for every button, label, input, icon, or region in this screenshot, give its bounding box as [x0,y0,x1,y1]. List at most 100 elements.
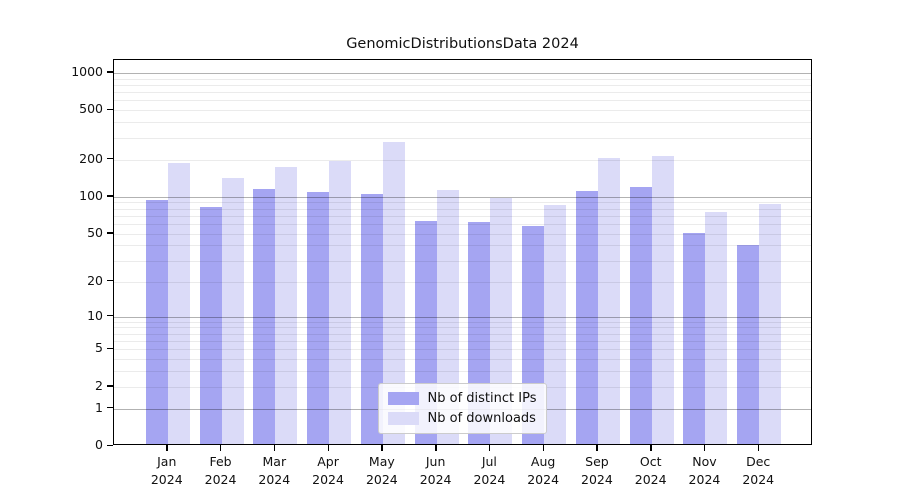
bar-downloads [167,163,190,444]
plot-area [113,59,812,445]
x-axis-tick-label: Jun 2024 [419,454,452,488]
x-axis-tick [596,445,598,451]
legend-label-distinct-ips: Nb of distinct IPs [427,391,537,406]
bar-downloads [759,204,782,444]
x-axis-tick [166,445,168,451]
x-axis-tick-label: Nov 2024 [688,454,721,488]
gridline-minor [114,84,811,86]
gridline-minor [114,202,811,204]
x-axis-tick [273,445,276,451]
x-axis-tick [757,445,760,451]
y-axis-tick [107,195,113,197]
bar-distinct-ips [575,190,598,444]
legend-swatch-downloads [387,412,419,425]
legend-swatch-distinct-ips [387,392,419,405]
gridline-minor [114,349,811,351]
x-axis-tick [488,445,491,451]
gridline-minor [114,122,811,124]
gridline-minor [114,327,811,329]
y-axis-tick-label: 20 [87,272,103,288]
gridline-major [114,72,811,74]
bar-downloads [597,157,620,444]
bar-distinct-ips [145,199,168,444]
y-axis-tick [107,158,113,160]
y-axis-tick [107,444,113,446]
x-axis-tick [650,445,652,451]
bar-downloads [651,155,674,444]
gridline-minor [114,233,811,235]
legend: Nb of distinct IPs Nb of downloads [377,383,548,434]
bar-distinct-ips [629,187,652,444]
gridline-minor [114,371,811,373]
bar-distinct-ips [253,188,276,444]
x-axis-tick-label: Oct 2024 [634,454,667,488]
bar-downloads [382,141,405,444]
gridline-minor [114,100,811,102]
gridline-minor [114,215,811,217]
x-axis-tick-label: Jan 2024 [150,454,183,488]
bar-downloads [544,205,567,444]
y-axis-tick [107,71,113,73]
bar-downloads [436,190,459,444]
x-axis-tick [220,445,222,451]
bar-downloads [490,197,513,444]
x-axis-tick [542,445,545,451]
y-axis-tick [107,347,113,350]
legend-label-downloads: Nb of downloads [427,411,536,426]
y-axis-tick [107,232,113,234]
x-axis-tick-label: Dec 2024 [742,454,775,488]
y-axis-tick-label: 2 [95,377,103,393]
y-axis-tick-label: 500 [79,101,103,117]
gridline-minor [114,208,811,210]
x-axis-tick-label: Apr 2024 [312,454,344,488]
gridline-minor [114,321,811,323]
gridline-minor [114,159,811,161]
legend-item-distinct-ips: Nb of distinct IPs [387,391,537,406]
gridline-minor [114,340,811,342]
bar-downloads [221,177,244,444]
gridline-minor [114,78,811,80]
y-axis-tick-label: 5 [95,340,103,356]
x-axis-tick-label: May 2024 [365,454,398,488]
y-axis-tick-label: 1 [95,399,103,415]
bar-distinct-ips [307,192,330,444]
gridline-minor [114,333,811,335]
x-axis-tick [381,445,383,451]
y-axis-tick-label: 1000 [71,63,103,79]
y-axis-tick-label: 100 [79,187,103,203]
bar-distinct-ips [737,244,760,444]
y-axis-tick-label: 50 [87,224,103,240]
x-axis-tick-label: Aug 2024 [527,454,560,488]
y-axis-tick [107,385,113,387]
gridline-minor [114,281,811,283]
chart-title: GenomicDistributionsData 2024 [346,36,579,52]
bar-downloads [705,211,728,444]
x-axis-tick-label: Feb 2024 [204,454,237,488]
gridline-minor [114,359,811,361]
bar-distinct-ips [360,194,383,444]
gridline-minor [114,245,811,247]
y-axis-tick-label: 0 [95,437,103,452]
bar-distinct-ips [199,206,222,444]
x-axis-tick-label: Mar 2024 [258,454,291,488]
gridline-minor [114,92,811,94]
x-axis-tick-label: Jul 2024 [473,454,506,488]
x-axis-tick-label: Sep 2024 [581,454,613,488]
bar-downloads [329,160,352,444]
gridline-minor [114,223,811,225]
legend-item-downloads: Nb of downloads [387,411,537,426]
bar-distinct-ips [683,232,706,444]
gridline-major [114,196,811,198]
gridline-minor [114,260,811,262]
x-axis-tick [703,445,706,451]
gridline-major [114,316,811,318]
y-axis-tick [107,108,113,111]
y-axis-tick [107,315,113,317]
bar-downloads [275,166,298,444]
gridline-minor [114,110,811,112]
x-axis-tick [327,445,329,451]
y-axis-tick [107,407,113,409]
y-axis-tick-label: 10 [87,307,103,323]
y-axis-tick-label: 200 [79,150,103,166]
